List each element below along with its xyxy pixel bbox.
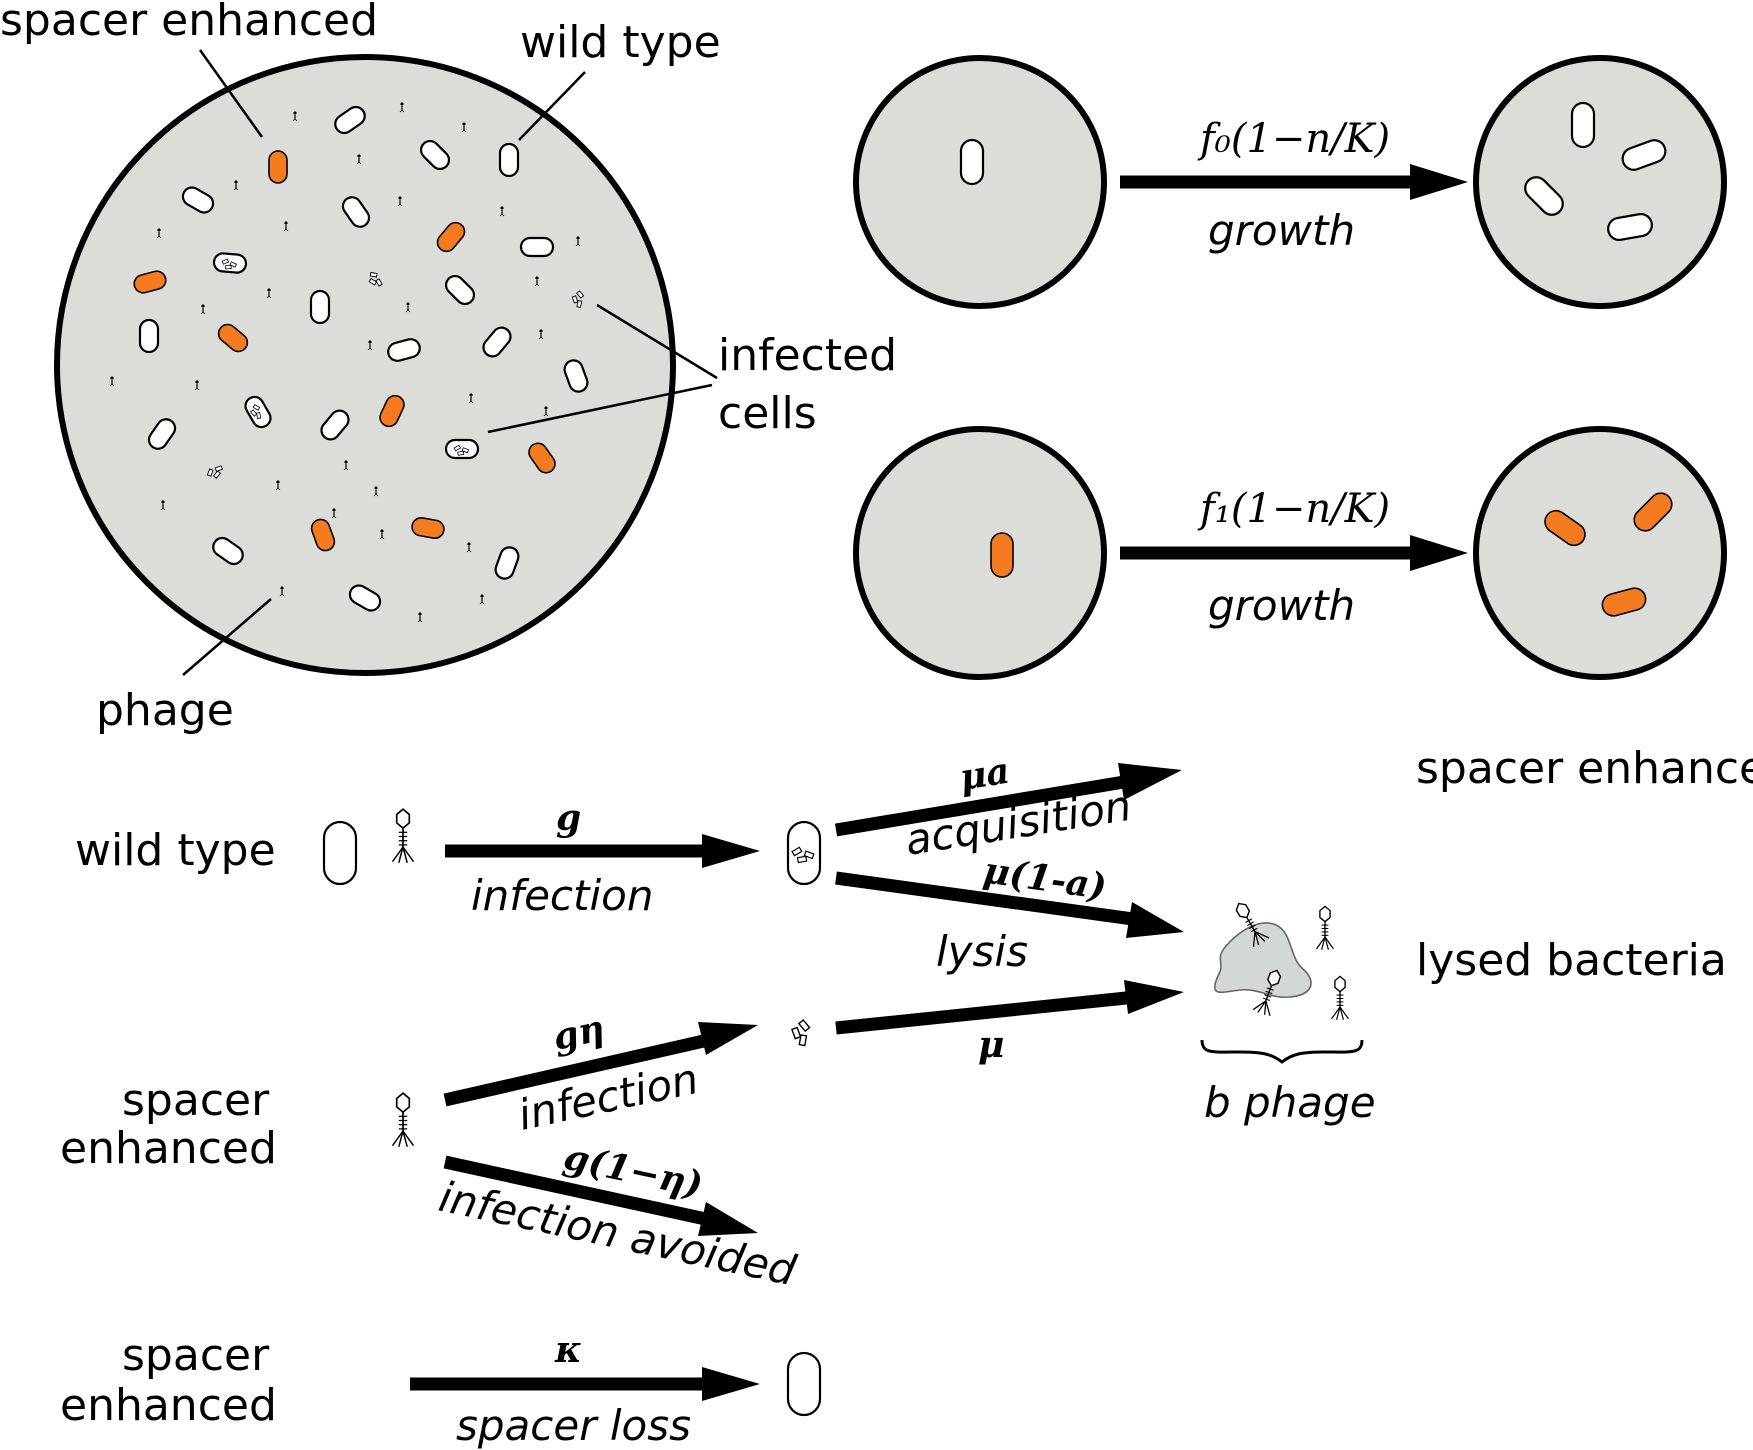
spacer-loss-arrow bbox=[410, 1367, 760, 1401]
phage-label: phage bbox=[96, 685, 234, 736]
spacer-enhanced-product: spacer enhanced bbox=[1416, 743, 1753, 794]
spacer-loss-label: spacer loss bbox=[456, 1401, 691, 1450]
acquisition-arrow bbox=[834, 763, 1182, 837]
growth-rate-f0: f₀(1−n/K) bbox=[1197, 116, 1390, 162]
infected-cells-dish bbox=[204, 252, 586, 482]
lysis-arrow bbox=[835, 871, 1184, 938]
wild-type-label: wild type bbox=[75, 825, 276, 876]
infection-rate-g: g bbox=[556, 797, 581, 839]
growth-label-1: growth bbox=[1208, 206, 1355, 255]
wild-type-cells bbox=[138, 105, 589, 612]
infected-label: infected bbox=[718, 330, 897, 381]
growth-label-2: growth bbox=[1208, 581, 1355, 630]
wild-type-label-top: wild type bbox=[520, 17, 721, 68]
spacer-label-2: spacer bbox=[122, 1330, 270, 1381]
mu-rate: μ bbox=[978, 1024, 1004, 1066]
infection-label: infection bbox=[471, 871, 653, 920]
enhanced-label-1: enhanced bbox=[60, 1123, 277, 1174]
large-dish bbox=[54, 54, 676, 676]
infection-eta-rate: gη bbox=[549, 1007, 608, 1059]
lysis-label: lysis bbox=[936, 927, 1028, 976]
mu-arrow bbox=[835, 980, 1184, 1035]
kappa-rate: κ bbox=[554, 1329, 582, 1371]
growth-spacer-enhanced bbox=[853, 426, 1727, 680]
b-phage-brace bbox=[1200, 1039, 1364, 1064]
acquisition-rate: μa bbox=[957, 750, 1013, 799]
cells-label: cells bbox=[718, 388, 817, 439]
infection-arrow bbox=[445, 834, 760, 868]
wild-type-cell-product bbox=[786, 1351, 822, 1417]
lysed-bacteria-label: lysed bacteria bbox=[1416, 935, 1727, 986]
growth-wild-type bbox=[853, 55, 1727, 309]
infected-cell bbox=[786, 820, 822, 886]
phage-fragments bbox=[789, 1018, 814, 1048]
avoided-arrow bbox=[443, 1155, 758, 1236]
leader-lines bbox=[182, 49, 718, 676]
lysed-bacteria bbox=[1213, 898, 1350, 1021]
spacer-enhanced-label-top: spacer enhanced bbox=[0, 0, 378, 46]
enhanced-label-2: enhanced bbox=[60, 1380, 277, 1431]
spacer-enhanced-cells bbox=[133, 150, 556, 552]
b-phage-label: b phage bbox=[1204, 1078, 1376, 1127]
spacer-label-1: spacer bbox=[122, 1075, 270, 1126]
wild-type-reactants bbox=[322, 808, 415, 886]
phage-icon-spacer bbox=[391, 1092, 415, 1148]
growth-rate-f1: f₁(1−n/K) bbox=[1197, 486, 1390, 532]
infection-eta-arrow bbox=[443, 1022, 758, 1107]
